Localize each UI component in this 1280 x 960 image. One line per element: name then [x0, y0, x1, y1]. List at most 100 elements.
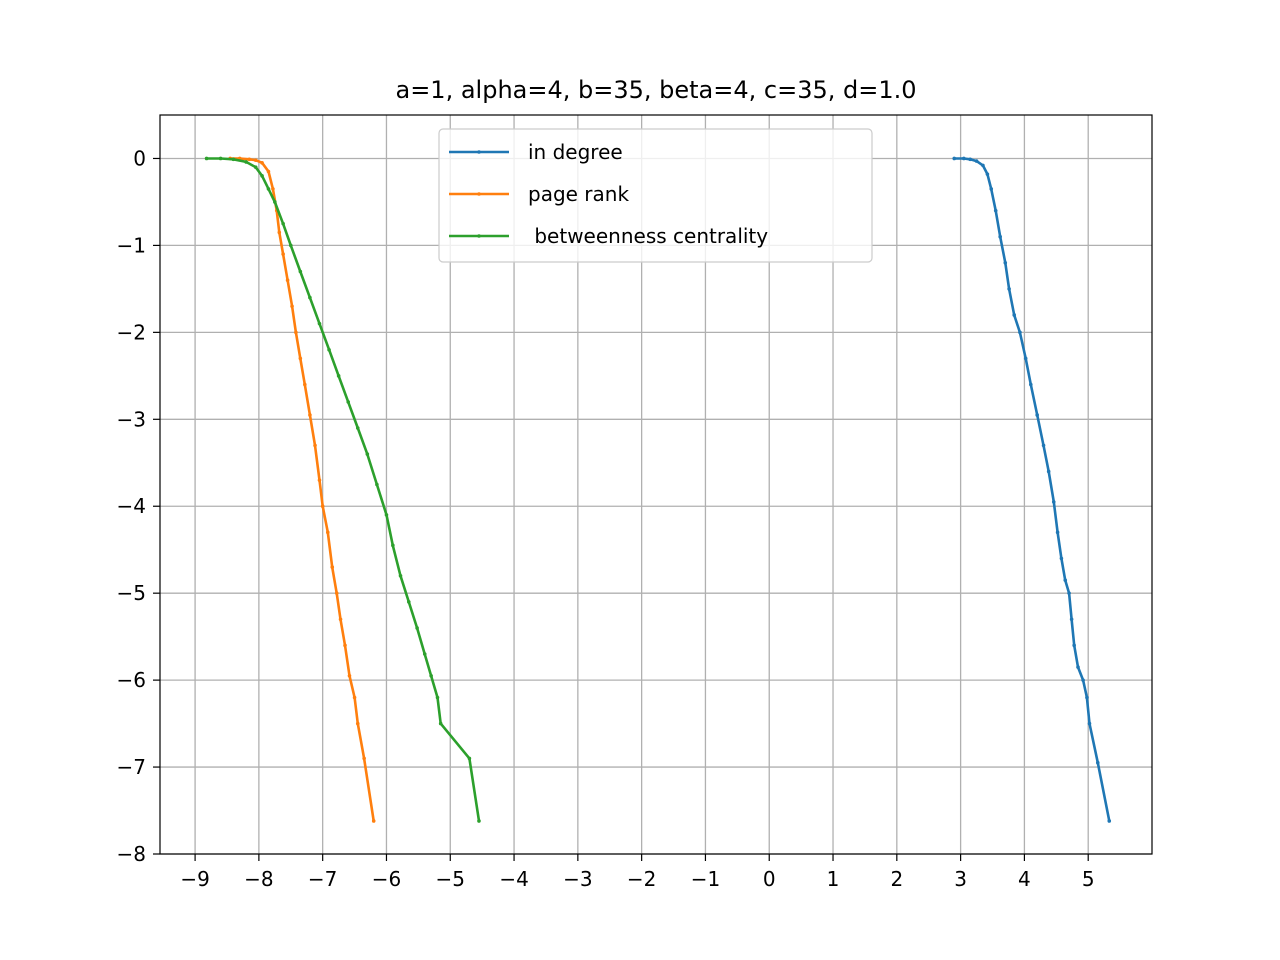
- data-point: [993, 208, 998, 213]
- x-tick-label: −4: [499, 867, 528, 891]
- y-tick-label: −2: [117, 320, 146, 344]
- data-point: [1012, 313, 1017, 317]
- data-point: [1072, 643, 1076, 648]
- data-point: [477, 819, 481, 823]
- legend-entry: page rank: [449, 182, 629, 206]
- data-point: [467, 756, 472, 761]
- data-point: [398, 573, 403, 578]
- data-point: [1095, 760, 1100, 765]
- data-point: [308, 413, 312, 417]
- data-point: [371, 819, 376, 823]
- x-tick-label: −2: [627, 867, 656, 891]
- data-point: [1076, 665, 1080, 669]
- legend-entry: betweenness centrality: [449, 224, 768, 248]
- data-point: [343, 643, 347, 648]
- legend-marker: [477, 234, 481, 238]
- data-point: [952, 156, 957, 161]
- legend-marker: [477, 192, 481, 196]
- chart-title: a=1, alpha=4, b=35, beta=4, c=35, d=1.0: [395, 76, 916, 104]
- data-point: [974, 159, 979, 163]
- data-point: [281, 252, 285, 256]
- legend-box: [438, 128, 873, 263]
- y-tick-label: −5: [117, 581, 146, 605]
- data-point: [260, 161, 264, 165]
- data-point: [266, 169, 271, 174]
- data-point: [355, 721, 360, 726]
- data-point: [981, 163, 985, 168]
- data-point: [968, 157, 972, 162]
- data-point: [325, 530, 330, 535]
- data-point: [1085, 695, 1089, 700]
- data-point: [1028, 382, 1033, 387]
- axis-ticks: −9 −8 −7 −6 −5 −4 −3 −2 −1 0 1 2 3 4 5 0 −1 −2 −3 −4 −5 −6 −7 −…: [117, 146, 1095, 891]
- data-point: [336, 374, 341, 378]
- axes-frame: [159, 114, 1153, 855]
- data-point: [1067, 591, 1071, 595]
- data-point: [347, 673, 352, 678]
- data-point: [1063, 578, 1068, 582]
- data-point: [435, 695, 440, 700]
- data-point: [989, 187, 994, 191]
- data-point: [1081, 678, 1085, 682]
- x-tick-label: 5: [1082, 867, 1095, 891]
- series-0: [952, 156, 1112, 823]
- data-point: [1018, 330, 1022, 335]
- data-point: [288, 243, 293, 248]
- data-point: [406, 600, 411, 604]
- data-point: [1059, 556, 1064, 561]
- data-point: [352, 695, 357, 700]
- data-point: [271, 187, 275, 191]
- x-tick-label: −1: [691, 867, 720, 891]
- data-point: [355, 426, 360, 430]
- data-point: [375, 482, 379, 487]
- data-point: [303, 382, 307, 387]
- data-point: [1107, 819, 1112, 823]
- data-point: [1069, 617, 1074, 622]
- data-point: [1007, 287, 1011, 291]
- legend-label: betweenness centrality: [528, 224, 768, 248]
- data-point: [308, 295, 312, 300]
- data-point: [320, 504, 325, 509]
- data-point: [285, 278, 290, 282]
- y-tick-label: −4: [117, 494, 146, 518]
- data-point: [334, 591, 339, 595]
- data-point: [247, 157, 252, 162]
- data-point: [253, 165, 258, 169]
- legend-label: in degree: [528, 140, 623, 164]
- data-point: [317, 321, 322, 326]
- x-tick-label: −9: [180, 867, 209, 891]
- data-point: [313, 443, 317, 448]
- y-tick-label: −7: [117, 755, 146, 779]
- data-point: [273, 200, 277, 204]
- data-point: [277, 230, 282, 235]
- data-point: [327, 347, 331, 352]
- x-tick-label: −3: [563, 867, 592, 891]
- x-tick-label: −6: [372, 867, 401, 891]
- data-point: [998, 234, 1002, 239]
- x-tick-label: −8: [244, 867, 273, 891]
- data-point: [338, 617, 343, 622]
- data-point: [231, 157, 236, 162]
- data-point: [391, 543, 395, 548]
- data-point: [365, 452, 370, 456]
- legend-entry: in degree: [449, 140, 623, 164]
- data-point: [253, 158, 258, 163]
- legend: in degree page rank betweenness centralit…: [438, 128, 873, 263]
- x-tick-label: −5: [436, 867, 465, 891]
- data-point: [218, 156, 223, 161]
- x-tick-label: 4: [1018, 867, 1031, 891]
- data-point: [1023, 356, 1028, 361]
- data-point: [266, 187, 271, 191]
- data-point: [1046, 469, 1051, 474]
- data-point: [1087, 721, 1092, 726]
- data-point: [415, 626, 419, 630]
- data-point: [204, 156, 209, 161]
- x-tick-label: −7: [308, 867, 337, 891]
- x-tick-label: 3: [954, 867, 967, 891]
- data-point: [330, 565, 335, 569]
- y-tick-label: −8: [117, 842, 146, 866]
- y-tick-label: 0: [133, 146, 146, 170]
- y-tick-label: −3: [117, 407, 146, 431]
- data-point: [294, 330, 298, 335]
